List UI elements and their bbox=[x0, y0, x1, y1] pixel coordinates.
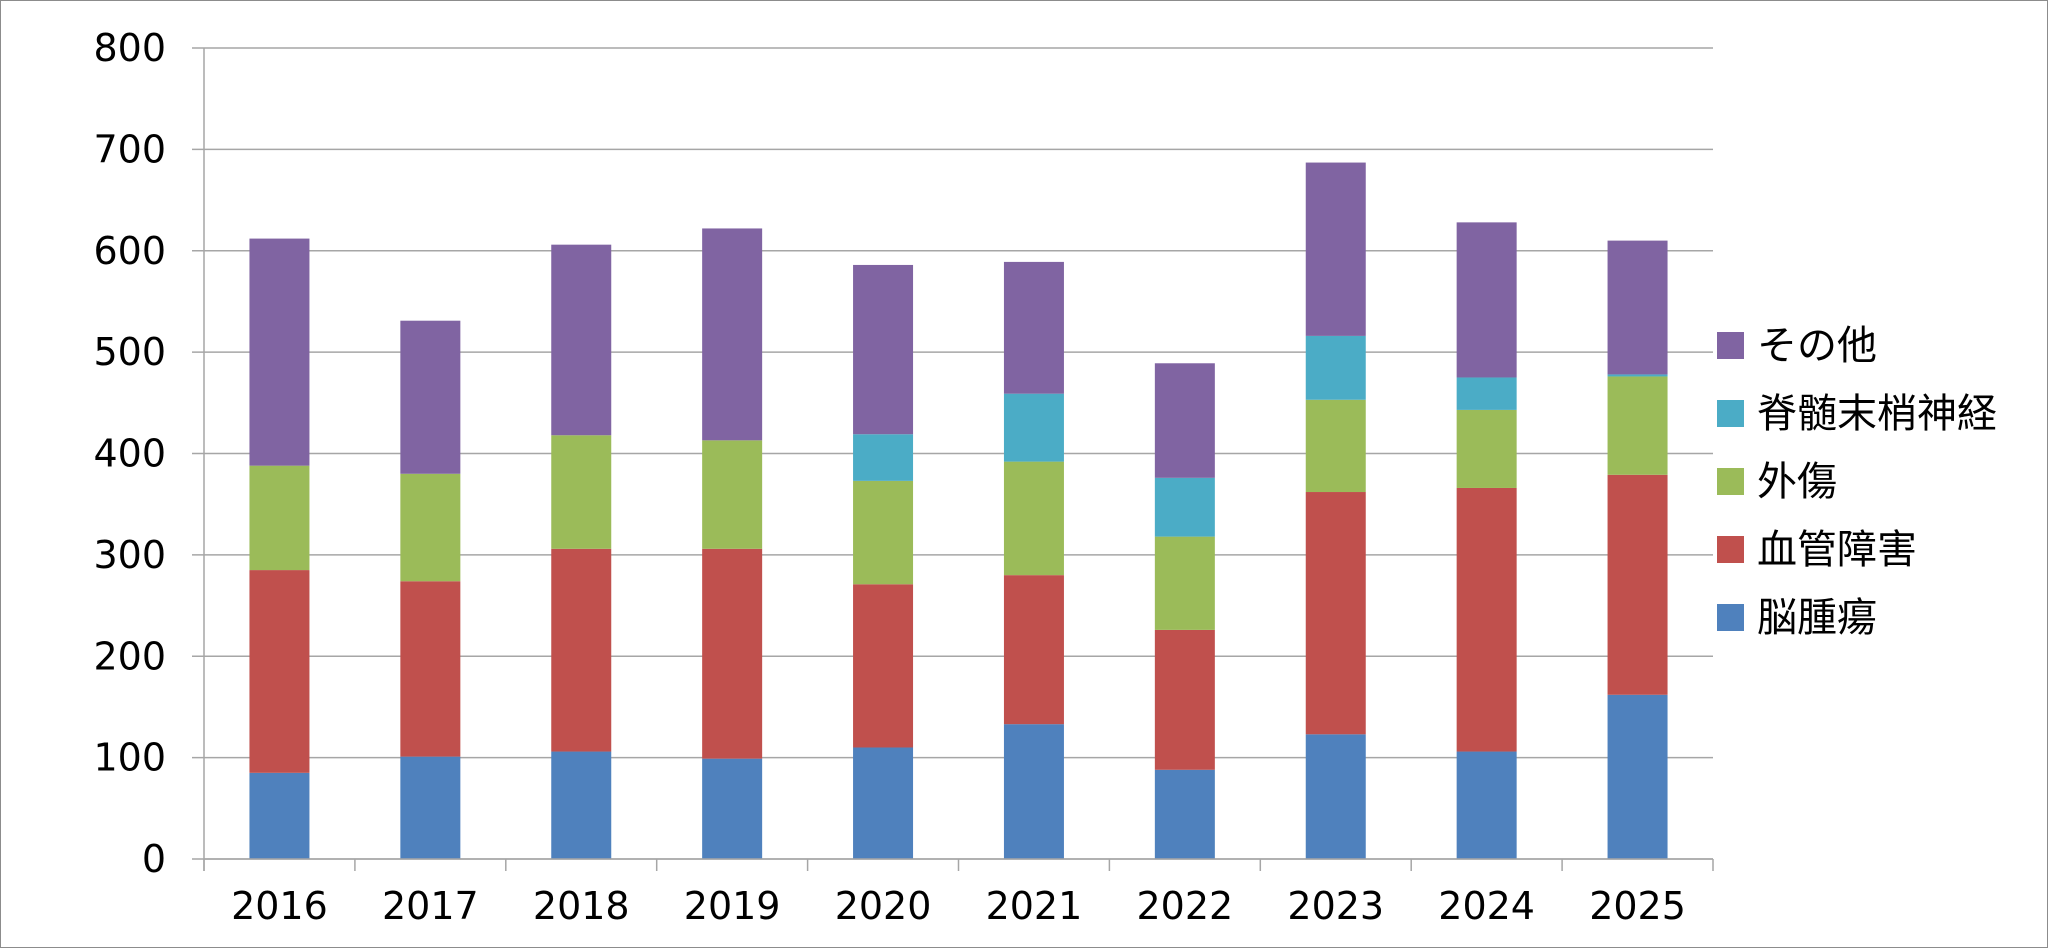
bar-segment bbox=[1154, 363, 1215, 478]
bar-segment bbox=[400, 473, 461, 582]
bar-segment bbox=[1305, 734, 1366, 859]
x-tick-label: 2024 bbox=[1438, 884, 1535, 928]
bar-segment bbox=[1607, 474, 1668, 695]
x-tick-label: 2021 bbox=[986, 884, 1083, 928]
y-tick-label: 700 bbox=[93, 127, 166, 171]
legend-item: その他 bbox=[1717, 323, 1877, 369]
bar-segment bbox=[249, 570, 310, 773]
bar-segment bbox=[1154, 477, 1215, 537]
bars bbox=[249, 162, 1668, 859]
bar-segment bbox=[1003, 393, 1064, 462]
bar-segment bbox=[400, 756, 461, 859]
bar-segment bbox=[1305, 399, 1366, 493]
bar-segment bbox=[853, 747, 914, 859]
bar-segment bbox=[1003, 575, 1064, 725]
legend-swatch bbox=[1717, 332, 1744, 359]
y-tick-label: 200 bbox=[93, 634, 166, 678]
bar-segment bbox=[1003, 724, 1064, 859]
bar-segment bbox=[249, 772, 310, 859]
y-tick-label: 400 bbox=[93, 432, 166, 476]
y-tick-label: 500 bbox=[93, 330, 166, 374]
bar-segment bbox=[551, 548, 612, 752]
bar-segment bbox=[1456, 751, 1517, 859]
legend-item: 脳腫瘍 bbox=[1717, 595, 1877, 641]
bar-segment bbox=[853, 584, 914, 748]
legend-swatch bbox=[1717, 468, 1744, 495]
bar-segment bbox=[1003, 461, 1064, 576]
x-tick-label: 2018 bbox=[533, 884, 630, 928]
y-tick-label: 100 bbox=[93, 736, 166, 780]
y-tick-label: 800 bbox=[93, 26, 166, 70]
bar-segment bbox=[1154, 769, 1215, 859]
bar-segment bbox=[1607, 376, 1668, 475]
legend-label: 脳腫瘍 bbox=[1757, 595, 1877, 641]
axes bbox=[203, 48, 1714, 871]
x-tick-label: 2022 bbox=[1136, 884, 1233, 928]
bar-segment bbox=[249, 465, 310, 571]
x-tick-label: 2025 bbox=[1589, 884, 1686, 928]
y-tick-label: 600 bbox=[93, 229, 166, 273]
bar-segment bbox=[1456, 409, 1517, 488]
bar-segment bbox=[1305, 492, 1366, 735]
bar-segment bbox=[853, 480, 914, 585]
y-axis-ticks: 0 100 200 300 400 500 600 700 800 bbox=[93, 26, 166, 881]
bar-segment bbox=[853, 434, 914, 481]
bar-segment bbox=[1305, 335, 1366, 400]
y-tick-label: 0 bbox=[142, 837, 166, 881]
bar-segment bbox=[1607, 240, 1668, 375]
bar-segment bbox=[400, 581, 461, 757]
legend-label: その他 bbox=[1757, 323, 1877, 369]
legend-swatch bbox=[1717, 604, 1744, 631]
bar-segment bbox=[1607, 374, 1668, 377]
x-tick-label: 2020 bbox=[835, 884, 932, 928]
x-axis-ticks: 2016 2017 2018 2019 2020 2021 2022 2023 2024 2025 bbox=[231, 884, 1686, 928]
bar-segment bbox=[1456, 377, 1517, 410]
legend-item: 血管障害 bbox=[1717, 527, 1917, 573]
x-tick-label: 2023 bbox=[1287, 884, 1384, 928]
bar-segment bbox=[1003, 261, 1064, 394]
bar-segment bbox=[1607, 694, 1668, 859]
bar-segment bbox=[1305, 162, 1366, 336]
bar-segment bbox=[1154, 629, 1215, 770]
legend-swatch bbox=[1717, 536, 1744, 563]
legend-label: 脊髄末梢神経 bbox=[1757, 391, 1997, 437]
x-tick-label: 2017 bbox=[382, 884, 479, 928]
x-tick-label: 2016 bbox=[231, 884, 328, 928]
bar-segment bbox=[702, 440, 763, 549]
legend-item: 脊髄末梢神経 bbox=[1717, 391, 1997, 437]
bar-segment bbox=[1456, 222, 1517, 378]
bar-segment bbox=[853, 264, 914, 435]
bar-segment bbox=[551, 751, 612, 859]
bar-segment bbox=[551, 435, 612, 549]
bar-segment bbox=[702, 228, 763, 441]
legend-label: 血管障害 bbox=[1757, 527, 1917, 573]
bar-segment bbox=[551, 244, 612, 436]
bar-segment bbox=[400, 320, 461, 474]
y-tick-label: 300 bbox=[93, 533, 166, 577]
bar-segment bbox=[1154, 536, 1215, 630]
bar-segment bbox=[1456, 487, 1517, 752]
x-tick-label: 2019 bbox=[684, 884, 781, 928]
legend-label: 外傷 bbox=[1757, 459, 1837, 505]
bar-segment bbox=[249, 238, 310, 466]
bar-segment bbox=[702, 548, 763, 759]
legend-swatch bbox=[1717, 400, 1744, 427]
legend-item: 外傷 bbox=[1717, 459, 1837, 505]
bar-segment bbox=[702, 758, 763, 859]
